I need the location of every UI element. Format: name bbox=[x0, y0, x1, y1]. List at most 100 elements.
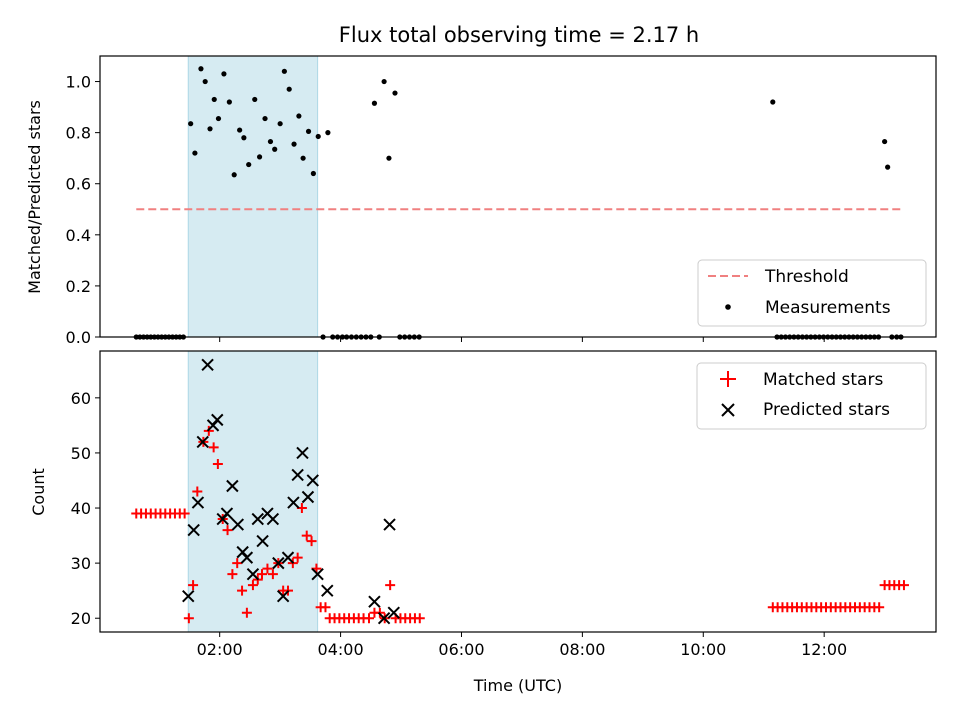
data-point bbox=[267, 138, 274, 145]
predicted-point bbox=[246, 567, 260, 581]
data-point bbox=[272, 146, 278, 152]
predicted-point bbox=[377, 612, 391, 625]
predicted-point bbox=[321, 584, 334, 597]
y-tick-label: 50 bbox=[71, 444, 91, 463]
predicted-point bbox=[231, 518, 245, 531]
matched-point bbox=[237, 585, 248, 596]
chart-title: Flux total observing time = 2.17 h bbox=[339, 23, 699, 47]
legend-matched-label: Matched stars bbox=[763, 370, 883, 390]
data-point bbox=[192, 150, 198, 156]
y-tick-label: 0.0 bbox=[66, 328, 91, 347]
data-point bbox=[241, 135, 247, 141]
observing-interval-shade bbox=[187, 55, 319, 338]
predicted-point bbox=[276, 589, 290, 603]
data-point bbox=[305, 128, 312, 134]
legend-threshold-label: Threshold bbox=[764, 267, 849, 287]
bottom-y-axis-label: Count bbox=[29, 468, 48, 516]
predicted-point bbox=[281, 551, 295, 564]
matched-point bbox=[385, 580, 396, 591]
matched-point bbox=[306, 536, 317, 547]
data-point bbox=[371, 100, 378, 106]
predicted-point bbox=[220, 507, 234, 520]
data-point bbox=[296, 113, 302, 119]
matched-point bbox=[183, 613, 194, 624]
predicted-point bbox=[296, 446, 309, 460]
predicted-point bbox=[387, 606, 400, 619]
predicted-point bbox=[187, 523, 200, 537]
top-legend-frame bbox=[697, 259, 927, 327]
data-point bbox=[277, 121, 283, 127]
predicted-point bbox=[201, 358, 214, 371]
matched-point bbox=[301, 530, 312, 541]
legend-matched-marker bbox=[720, 371, 736, 387]
data-point bbox=[237, 127, 243, 133]
predicted-point bbox=[251, 512, 264, 526]
top-legend: Threshold Measurements bbox=[697, 259, 927, 327]
data-point bbox=[392, 90, 398, 96]
predicted-point bbox=[182, 589, 195, 603]
y-tick-label: 0.2 bbox=[66, 277, 91, 296]
y-tick-label: 40 bbox=[71, 499, 91, 518]
axes-frame bbox=[99, 55, 937, 338]
matched-point bbox=[227, 569, 238, 580]
predicted-point bbox=[256, 534, 269, 548]
matched-point bbox=[320, 602, 331, 613]
matched-point bbox=[247, 580, 258, 591]
matched-point bbox=[208, 442, 219, 453]
predicted-point bbox=[306, 474, 319, 487]
predicted-point bbox=[211, 413, 224, 427]
top-y-axis-label: Matched/Predicted stars bbox=[25, 100, 44, 294]
bottom-legend-frame bbox=[696, 362, 927, 430]
x-tick-label: 10:00 bbox=[680, 640, 726, 659]
data-point bbox=[315, 133, 321, 140]
x-axis-label: Time (UTC) bbox=[473, 676, 562, 695]
data-point bbox=[291, 141, 297, 147]
predicted-point bbox=[368, 595, 381, 608]
x-tick-label: 06:00 bbox=[438, 640, 484, 659]
predicted-point bbox=[383, 518, 396, 531]
predicted-point bbox=[226, 479, 239, 493]
data-point bbox=[207, 126, 213, 132]
top-axes: 0.0 0.2 0.4 0.6 0.8 1.0 bbox=[66, 55, 937, 347]
matched-point bbox=[192, 486, 203, 497]
predicted-point bbox=[240, 551, 254, 564]
y-tick-label: 0.8 bbox=[66, 124, 91, 143]
legend-predicted-marker bbox=[721, 403, 735, 417]
data-point bbox=[325, 130, 331, 136]
data-point bbox=[300, 155, 306, 161]
data-point bbox=[281, 68, 287, 74]
y-tick-label: 0.4 bbox=[66, 226, 91, 245]
data-point bbox=[256, 154, 263, 160]
data-point bbox=[231, 172, 237, 178]
axes-frame bbox=[99, 350, 937, 633]
x-tick-label: 02:00 bbox=[197, 640, 243, 659]
y-tick-label: 1.0 bbox=[66, 73, 91, 92]
data-point bbox=[770, 99, 776, 105]
data-point bbox=[885, 164, 891, 170]
y-tick-label: 60 bbox=[71, 389, 91, 408]
data-point bbox=[221, 71, 227, 77]
predicted-point bbox=[191, 496, 205, 509]
predicted-point bbox=[272, 556, 285, 570]
matched-point bbox=[262, 563, 273, 574]
bottom-legend: Matched stars Predicted stars bbox=[696, 362, 927, 430]
predicted-point bbox=[291, 468, 304, 482]
legend-predicted-label: Predicted stars bbox=[763, 400, 890, 420]
matched-point bbox=[179, 508, 190, 519]
matched-point bbox=[212, 458, 223, 469]
matched-point bbox=[257, 569, 268, 580]
data-point bbox=[381, 78, 387, 85]
data-point bbox=[252, 96, 258, 103]
data-point bbox=[286, 86, 292, 92]
y-tick-label: 30 bbox=[71, 554, 91, 573]
data-point bbox=[310, 170, 316, 177]
data-point bbox=[386, 155, 392, 161]
data-point bbox=[198, 66, 204, 72]
data-point bbox=[188, 121, 194, 127]
data-point bbox=[882, 138, 888, 145]
matched-point bbox=[874, 602, 885, 613]
predicted-point bbox=[287, 496, 300, 509]
data-point bbox=[215, 115, 222, 122]
legend-measurements-label: Measurements bbox=[765, 298, 891, 318]
